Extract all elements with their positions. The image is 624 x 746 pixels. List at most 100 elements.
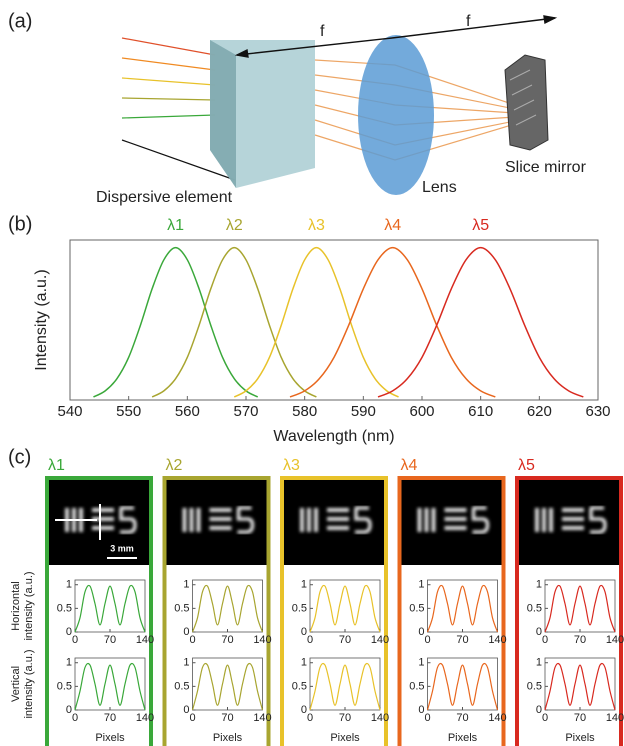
element-label: Dispersive element xyxy=(96,189,233,206)
ray xyxy=(122,115,215,118)
row-label: Vertical xyxy=(10,666,22,702)
x-tick-label: 630 xyxy=(585,403,610,420)
bar-horizontal xyxy=(210,517,232,521)
bar-horizontal xyxy=(562,526,584,530)
x-tick-label: 0 xyxy=(307,634,313,646)
ray xyxy=(122,38,215,55)
x-tick-label: 140 xyxy=(606,712,624,724)
column-label: λ3 xyxy=(283,457,300,474)
bar-horizontal xyxy=(210,526,232,530)
spectrum-line xyxy=(290,248,495,397)
x-tick-label: 140 xyxy=(606,634,624,646)
y-tick-label: 0 xyxy=(183,626,189,638)
x-tick-label: 610 xyxy=(468,403,493,420)
y-tick-label: 0.5 xyxy=(174,680,189,692)
row-label: intensity (a.u.) xyxy=(23,571,35,640)
x-tick-label: 0 xyxy=(189,712,195,724)
y-tick-label: 1 xyxy=(301,657,307,669)
spectrum-line xyxy=(152,248,316,397)
prism xyxy=(210,40,315,188)
bar-horizontal xyxy=(327,508,349,512)
ray xyxy=(122,58,215,70)
profile-line xyxy=(310,585,380,632)
x-tick-label: 70 xyxy=(456,712,468,724)
series-label: λ4 xyxy=(384,217,401,234)
y-tick-label: 0 xyxy=(301,626,307,638)
x-tick-label: 140 xyxy=(253,634,271,646)
bar-horizontal xyxy=(92,508,114,512)
x-tick-label: 70 xyxy=(574,634,586,646)
x-tick-label: 70 xyxy=(221,712,233,724)
series-label: λ1 xyxy=(167,217,184,234)
x-tick-label: 140 xyxy=(136,634,154,646)
x-tick-label: 620 xyxy=(527,403,552,420)
x-tick-label: 560 xyxy=(175,403,200,420)
ray xyxy=(122,98,215,100)
x-axis-label: Pixels xyxy=(565,732,595,744)
bar-vertical xyxy=(535,508,539,532)
y-tick-label: 1 xyxy=(66,579,72,591)
y-tick-label: 1 xyxy=(536,657,542,669)
x-tick-label: 70 xyxy=(339,634,351,646)
y-tick-label: 0 xyxy=(301,704,307,716)
slice-mirror xyxy=(505,55,548,150)
profile-line xyxy=(75,663,145,710)
y-tick-label: 1 xyxy=(418,579,424,591)
mirror-block xyxy=(505,55,548,150)
x-tick-label: 540 xyxy=(57,403,82,420)
spectrum-line xyxy=(93,248,257,397)
profile-frame xyxy=(545,580,615,632)
target-image: 3 mm xyxy=(49,480,149,565)
x-tick-label: 0 xyxy=(542,634,548,646)
column-label: λ5 xyxy=(518,457,535,474)
x-tick-label: 570 xyxy=(233,403,258,420)
bar-horizontal xyxy=(327,517,349,521)
x-tick-label: 140 xyxy=(371,634,389,646)
bar-vertical xyxy=(432,508,436,532)
profile-frame xyxy=(428,580,498,632)
target-image xyxy=(284,480,384,565)
x-tick-label: 70 xyxy=(574,712,586,724)
x-tick-label: 70 xyxy=(456,634,468,646)
bar-horizontal xyxy=(445,517,467,521)
x-axis-label: Pixels xyxy=(213,732,243,744)
ray xyxy=(122,78,215,85)
x-tick-label: 140 xyxy=(488,634,506,646)
bar-horizontal xyxy=(210,508,232,512)
x-tick-label: 70 xyxy=(104,712,116,724)
y-tick-label: 1 xyxy=(183,657,189,669)
profile-frame xyxy=(310,580,380,632)
scale-bar-label: 3 mm xyxy=(110,543,134,553)
column-label: λ1 xyxy=(48,457,65,474)
arrow xyxy=(392,18,555,38)
y-tick-label: 0 xyxy=(66,626,72,638)
prism-face xyxy=(210,40,236,188)
y-tick-label: 0 xyxy=(536,704,542,716)
x-tick-label: 0 xyxy=(189,634,195,646)
row-label: intensity (a.u.) xyxy=(23,649,35,718)
series-label: λ5 xyxy=(472,217,489,234)
x-tick-label: 0 xyxy=(307,712,313,724)
lens xyxy=(358,35,434,195)
bar-horizontal xyxy=(445,508,467,512)
y-tick-label: 1 xyxy=(66,657,72,669)
x-tick-label: 140 xyxy=(488,712,506,724)
x-tick-label: 140 xyxy=(371,712,389,724)
panel-label: (a) xyxy=(8,10,32,32)
y-tick-label: 0.5 xyxy=(292,602,307,614)
spectrum-line xyxy=(234,248,398,397)
profile-line xyxy=(193,663,263,710)
focal-label: f xyxy=(466,13,471,30)
bar-horizontal xyxy=(562,508,584,512)
y-tick-label: 0.5 xyxy=(409,602,424,614)
column-label: λ2 xyxy=(166,457,183,474)
bar-vertical xyxy=(300,508,304,532)
y-tick-label: 0 xyxy=(536,626,542,638)
y-tick-label: 0.5 xyxy=(174,602,189,614)
bar-vertical xyxy=(307,508,311,532)
y-tick-label: 0.5 xyxy=(57,680,72,692)
bar-vertical xyxy=(549,508,553,532)
y-tick-label: 0.5 xyxy=(409,680,424,692)
profile-line xyxy=(428,585,498,632)
y-tick-label: 0 xyxy=(418,626,424,638)
